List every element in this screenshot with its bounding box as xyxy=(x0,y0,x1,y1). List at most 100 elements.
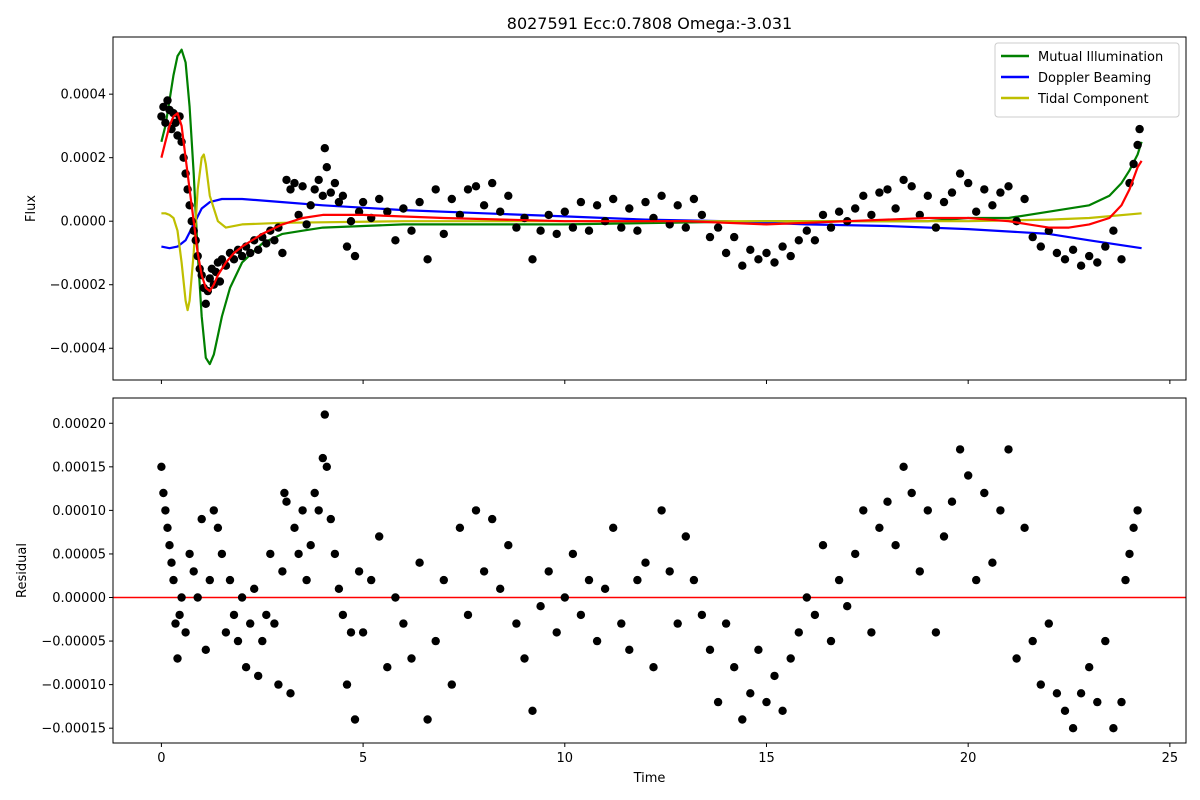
chart-title: 8027591 Ecc:0.7808 Omega:-3.031 xyxy=(507,14,792,33)
residuals-point xyxy=(190,567,198,575)
observed-flux-point xyxy=(561,208,569,216)
observed-flux-point xyxy=(282,176,290,184)
observed-flux-point xyxy=(323,163,331,171)
residuals-point xyxy=(286,689,294,697)
residuals-point xyxy=(335,585,343,593)
residuals-point xyxy=(625,646,633,654)
observed-flux-point xyxy=(391,236,399,244)
residuals-point xyxy=(1125,550,1133,558)
observed-flux-point xyxy=(851,204,859,212)
residuals-point xyxy=(327,515,335,523)
residuals-point xyxy=(399,619,407,627)
observed-flux-point xyxy=(399,204,407,212)
observed-flux-point xyxy=(343,242,351,250)
observed-flux-point xyxy=(875,188,883,196)
observed-flux-point xyxy=(1093,258,1101,266)
observed-flux-point xyxy=(488,179,496,187)
observed-flux-point xyxy=(940,198,948,206)
observed-flux-point xyxy=(980,185,988,193)
observed-flux-point xyxy=(238,252,246,260)
observed-flux-point xyxy=(319,192,327,200)
residuals-point xyxy=(173,654,181,662)
residual-y-tick-label: −0.00005 xyxy=(41,635,106,650)
residuals-point xyxy=(472,506,480,514)
observed-flux-point xyxy=(569,223,577,231)
residuals-point xyxy=(569,550,577,558)
residuals-point xyxy=(496,585,504,593)
observed-flux-point xyxy=(321,144,329,152)
residuals-point xyxy=(1085,663,1093,671)
observed-flux-point xyxy=(996,188,1004,196)
observed-flux-point xyxy=(339,192,347,200)
observed-flux-point xyxy=(1061,255,1069,263)
observed-flux-point xyxy=(1029,233,1037,241)
residuals-point xyxy=(375,532,383,540)
residuals-point xyxy=(294,550,302,558)
residuals-point xyxy=(867,628,875,636)
residuals-point xyxy=(714,698,722,706)
observed-flux-point xyxy=(423,255,431,263)
observed-flux-point xyxy=(327,188,335,196)
residuals-point xyxy=(311,489,319,497)
observed-flux-point xyxy=(778,242,786,250)
residuals-point xyxy=(214,524,222,532)
residuals-point xyxy=(194,593,202,601)
residual-y-tick-label: 0.00020 xyxy=(52,417,106,432)
residuals-point xyxy=(250,585,258,593)
observed-flux-point xyxy=(948,188,956,196)
observed-flux-point xyxy=(674,201,682,209)
residuals-point xyxy=(964,471,972,479)
observed-flux-point xyxy=(835,208,843,216)
observed-flux-point xyxy=(787,252,795,260)
residuals-point xyxy=(545,567,553,575)
residuals-point xyxy=(1077,689,1085,697)
residuals-point xyxy=(520,654,528,662)
observed-flux-point xyxy=(754,255,762,263)
observed-flux-point xyxy=(762,249,770,257)
residuals-point xyxy=(819,541,827,549)
residuals-point xyxy=(601,585,609,593)
observed-flux-point xyxy=(738,262,746,270)
flux-y-tick-label: 0.0000 xyxy=(61,215,107,230)
observed-flux-point xyxy=(480,201,488,209)
residual-x-tick-label: 15 xyxy=(758,751,775,766)
legend-label-doppler-beaming: Doppler Beaming xyxy=(1038,71,1151,86)
residuals-point xyxy=(218,550,226,558)
residuals-point xyxy=(561,593,569,601)
legend: Mutual Illumination Doppler Beaming Tida… xyxy=(995,43,1179,117)
residuals-point xyxy=(440,576,448,584)
residuals-point xyxy=(1117,698,1125,706)
residuals-point xyxy=(585,576,593,584)
observed-flux-point xyxy=(1077,262,1085,270)
residuals-point xyxy=(246,619,254,627)
residuals-point xyxy=(391,593,399,601)
observed-flux-point xyxy=(956,169,964,177)
residuals-point xyxy=(351,715,359,723)
observed-flux-point xyxy=(899,176,907,184)
residuals-point xyxy=(165,541,173,549)
residuals-point xyxy=(948,498,956,506)
observed-flux-point xyxy=(883,185,891,193)
residuals-point xyxy=(198,515,206,523)
residuals-point xyxy=(754,646,762,654)
observed-flux-point xyxy=(803,227,811,235)
residuals-point xyxy=(843,602,851,610)
residuals-point xyxy=(1061,707,1069,715)
residuals-point xyxy=(383,663,391,671)
observed-flux-point xyxy=(617,223,625,231)
residual-x-tick-label: 5 xyxy=(359,751,367,766)
residuals-point xyxy=(175,611,183,619)
residuals-point xyxy=(185,550,193,558)
observed-flux-point xyxy=(331,179,339,187)
observed-flux-point xyxy=(988,201,996,209)
residual-x-tick-label: 20 xyxy=(960,751,977,766)
residuals-point xyxy=(827,637,835,645)
observed-flux-point xyxy=(448,195,456,203)
residuals-point xyxy=(1129,524,1137,532)
residual-y-axis-label: Residual xyxy=(15,543,30,598)
residuals-point xyxy=(891,541,899,549)
residual-y-tick-label: 0.00010 xyxy=(52,504,106,519)
residuals-point xyxy=(464,611,472,619)
observed-flux-point xyxy=(1133,141,1141,149)
residual-y-tick-label: −0.00015 xyxy=(41,722,106,737)
